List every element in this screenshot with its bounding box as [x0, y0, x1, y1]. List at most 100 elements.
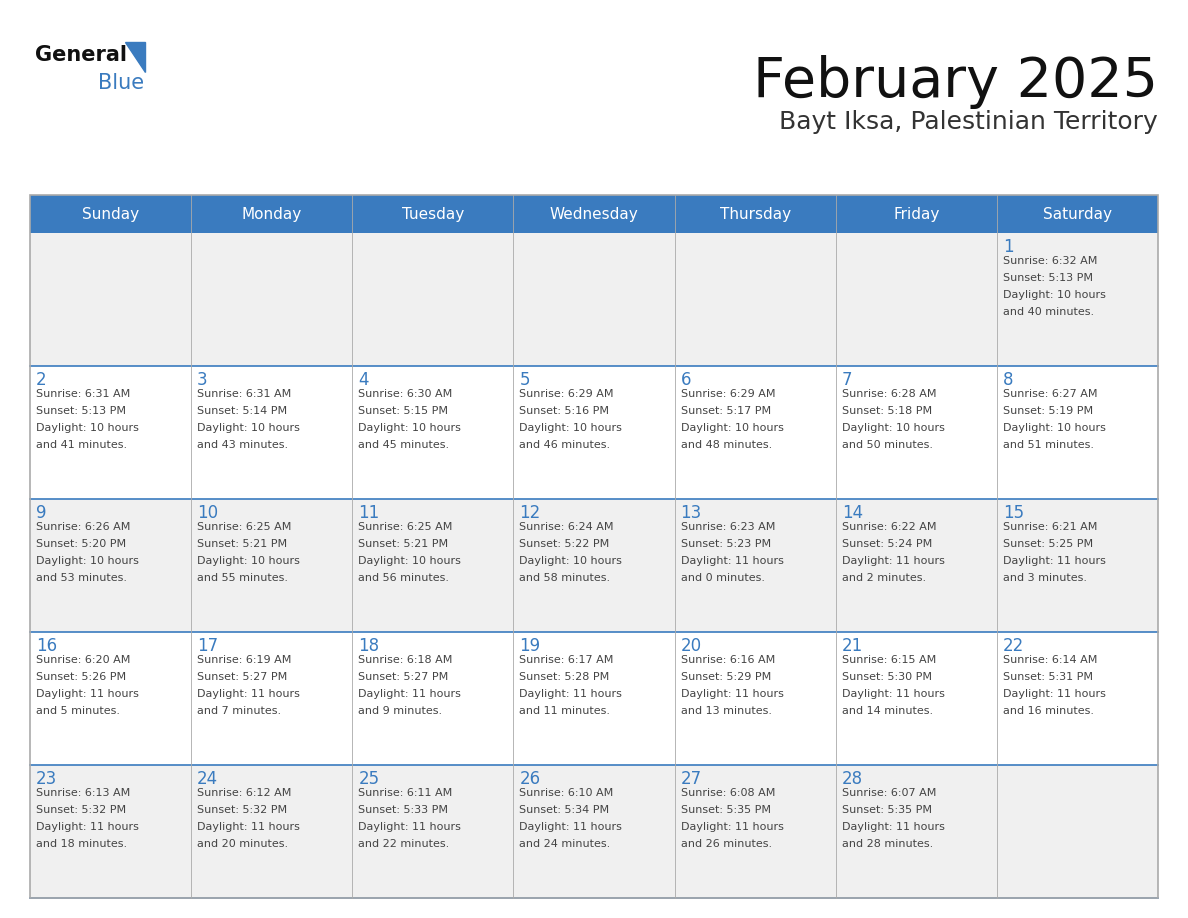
- Text: and 50 minutes.: and 50 minutes.: [842, 440, 933, 450]
- Text: and 58 minutes.: and 58 minutes.: [519, 573, 611, 583]
- Text: Daylight: 10 hours: Daylight: 10 hours: [519, 423, 623, 433]
- Text: Sunday: Sunday: [82, 207, 139, 221]
- Bar: [353, 765, 513, 898]
- Bar: [513, 499, 675, 632]
- Text: Sunrise: 6:07 AM: Sunrise: 6:07 AM: [842, 788, 936, 798]
- Text: Sunrise: 6:23 AM: Sunrise: 6:23 AM: [681, 522, 775, 532]
- Text: Daylight: 11 hours: Daylight: 11 hours: [1003, 689, 1106, 699]
- Text: and 13 minutes.: and 13 minutes.: [681, 706, 771, 716]
- Text: 26: 26: [519, 770, 541, 788]
- Bar: [675, 233, 835, 366]
- Text: Daylight: 10 hours: Daylight: 10 hours: [359, 556, 461, 566]
- Text: Sunset: 5:31 PM: Sunset: 5:31 PM: [1003, 672, 1093, 682]
- Bar: [997, 366, 1158, 499]
- Text: 4: 4: [359, 371, 368, 389]
- Bar: [997, 499, 1158, 632]
- Text: Daylight: 11 hours: Daylight: 11 hours: [519, 822, 623, 832]
- Text: Sunset: 5:33 PM: Sunset: 5:33 PM: [359, 805, 448, 815]
- Text: 8: 8: [1003, 371, 1013, 389]
- Text: 22: 22: [1003, 637, 1024, 655]
- Text: Bayt Iksa, Palestinian Territory: Bayt Iksa, Palestinian Territory: [779, 110, 1158, 134]
- Text: Sunset: 5:23 PM: Sunset: 5:23 PM: [681, 539, 771, 549]
- Text: Sunrise: 6:10 AM: Sunrise: 6:10 AM: [519, 788, 614, 798]
- Bar: [835, 765, 997, 898]
- Polygon shape: [125, 42, 145, 72]
- Text: Thursday: Thursday: [720, 207, 791, 221]
- Text: Daylight: 10 hours: Daylight: 10 hours: [1003, 423, 1106, 433]
- Text: Daylight: 10 hours: Daylight: 10 hours: [842, 423, 944, 433]
- Text: and 43 minutes.: and 43 minutes.: [197, 440, 289, 450]
- Text: Sunset: 5:32 PM: Sunset: 5:32 PM: [36, 805, 126, 815]
- Bar: [675, 765, 835, 898]
- Bar: [835, 233, 997, 366]
- Text: Tuesday: Tuesday: [402, 207, 465, 221]
- Text: Sunset: 5:21 PM: Sunset: 5:21 PM: [359, 539, 448, 549]
- Text: 11: 11: [359, 504, 379, 522]
- Text: Sunset: 5:16 PM: Sunset: 5:16 PM: [519, 406, 609, 416]
- Text: Sunset: 5:27 PM: Sunset: 5:27 PM: [197, 672, 287, 682]
- Text: Sunrise: 6:16 AM: Sunrise: 6:16 AM: [681, 655, 775, 665]
- Text: Daylight: 11 hours: Daylight: 11 hours: [681, 689, 783, 699]
- Bar: [675, 366, 835, 499]
- Bar: [997, 765, 1158, 898]
- Text: Saturday: Saturday: [1043, 207, 1112, 221]
- Bar: [513, 366, 675, 499]
- Text: 17: 17: [197, 637, 219, 655]
- Text: and 7 minutes.: and 7 minutes.: [197, 706, 282, 716]
- Text: Sunrise: 6:29 AM: Sunrise: 6:29 AM: [519, 389, 614, 399]
- Text: Daylight: 11 hours: Daylight: 11 hours: [1003, 556, 1106, 566]
- Text: Sunset: 5:28 PM: Sunset: 5:28 PM: [519, 672, 609, 682]
- Text: 24: 24: [197, 770, 219, 788]
- Text: and 28 minutes.: and 28 minutes.: [842, 839, 933, 849]
- Text: Daylight: 11 hours: Daylight: 11 hours: [197, 822, 301, 832]
- Text: Sunrise: 6:20 AM: Sunrise: 6:20 AM: [36, 655, 131, 665]
- Text: Sunrise: 6:24 AM: Sunrise: 6:24 AM: [519, 522, 614, 532]
- Text: 21: 21: [842, 637, 862, 655]
- Text: Sunset: 5:17 PM: Sunset: 5:17 PM: [681, 406, 771, 416]
- Text: Sunset: 5:25 PM: Sunset: 5:25 PM: [1003, 539, 1093, 549]
- Text: Sunset: 5:18 PM: Sunset: 5:18 PM: [842, 406, 931, 416]
- Bar: [30, 195, 1158, 898]
- Text: Daylight: 11 hours: Daylight: 11 hours: [842, 822, 944, 832]
- Text: Sunset: 5:27 PM: Sunset: 5:27 PM: [359, 672, 449, 682]
- Text: Daylight: 10 hours: Daylight: 10 hours: [359, 423, 461, 433]
- Text: and 24 minutes.: and 24 minutes.: [519, 839, 611, 849]
- Text: 19: 19: [519, 637, 541, 655]
- Text: Sunset: 5:35 PM: Sunset: 5:35 PM: [842, 805, 931, 815]
- Text: Sunset: 5:19 PM: Sunset: 5:19 PM: [1003, 406, 1093, 416]
- Text: Daylight: 11 hours: Daylight: 11 hours: [519, 689, 623, 699]
- Text: and 5 minutes.: and 5 minutes.: [36, 706, 120, 716]
- Text: and 20 minutes.: and 20 minutes.: [197, 839, 289, 849]
- Text: and 53 minutes.: and 53 minutes.: [36, 573, 127, 583]
- Text: Sunset: 5:26 PM: Sunset: 5:26 PM: [36, 672, 126, 682]
- Text: Daylight: 10 hours: Daylight: 10 hours: [1003, 290, 1106, 300]
- Text: Sunrise: 6:18 AM: Sunrise: 6:18 AM: [359, 655, 453, 665]
- Text: Daylight: 10 hours: Daylight: 10 hours: [197, 423, 301, 433]
- Text: Sunrise: 6:11 AM: Sunrise: 6:11 AM: [359, 788, 453, 798]
- Text: 12: 12: [519, 504, 541, 522]
- Text: February 2025: February 2025: [753, 55, 1158, 109]
- Text: Daylight: 10 hours: Daylight: 10 hours: [36, 556, 139, 566]
- Text: Sunrise: 6:29 AM: Sunrise: 6:29 AM: [681, 389, 775, 399]
- Bar: [353, 366, 513, 499]
- Text: and 48 minutes.: and 48 minutes.: [681, 440, 772, 450]
- Text: Sunrise: 6:12 AM: Sunrise: 6:12 AM: [197, 788, 291, 798]
- Text: Sunset: 5:21 PM: Sunset: 5:21 PM: [197, 539, 287, 549]
- Text: and 26 minutes.: and 26 minutes.: [681, 839, 772, 849]
- Text: Sunset: 5:14 PM: Sunset: 5:14 PM: [197, 406, 287, 416]
- Text: 6: 6: [681, 371, 691, 389]
- Text: and 55 minutes.: and 55 minutes.: [197, 573, 289, 583]
- Bar: [513, 195, 675, 233]
- Text: Daylight: 11 hours: Daylight: 11 hours: [359, 689, 461, 699]
- Text: 14: 14: [842, 504, 862, 522]
- Text: and 56 minutes.: and 56 minutes.: [359, 573, 449, 583]
- Bar: [675, 632, 835, 765]
- Text: 7: 7: [842, 371, 852, 389]
- Text: Sunrise: 6:19 AM: Sunrise: 6:19 AM: [197, 655, 291, 665]
- Bar: [513, 632, 675, 765]
- Text: General: General: [34, 45, 127, 65]
- Bar: [30, 765, 191, 898]
- Text: Sunrise: 6:30 AM: Sunrise: 6:30 AM: [359, 389, 453, 399]
- Text: and 14 minutes.: and 14 minutes.: [842, 706, 933, 716]
- Text: Sunrise: 6:31 AM: Sunrise: 6:31 AM: [197, 389, 291, 399]
